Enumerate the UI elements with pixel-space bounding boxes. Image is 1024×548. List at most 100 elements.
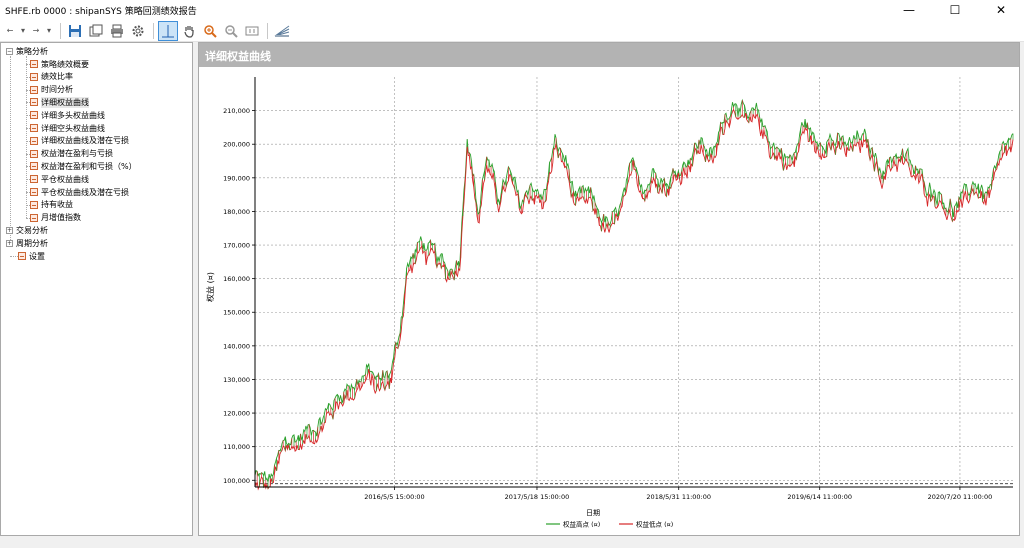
y-tick-label: 210,000 bbox=[223, 107, 250, 115]
tree-node-label: 设置 bbox=[29, 251, 45, 261]
equity-curve-chart[interactable]: 100,000 110,000 120,000 130,000 140,000 150,0… bbox=[199, 67, 1019, 535]
x-tick-label: 2016/5/5 15:00:00 bbox=[364, 493, 424, 501]
tree-node-period-analysis[interactable]: + 周期分析 bbox=[6, 237, 48, 249]
x-tick-label: 2018/5/31 11:00:00 bbox=[646, 493, 711, 501]
tree-item-label: 平仓权益曲线 bbox=[41, 174, 89, 184]
zoom-out-icon[interactable] bbox=[221, 21, 241, 41]
tree-item[interactable]: 策略绩效概要 bbox=[30, 58, 89, 70]
back-button[interactable]: ← bbox=[6, 26, 14, 35]
chart-axes: 100,000 110,000 120,000 130,000 140,000 150,0… bbox=[223, 77, 1013, 501]
y-tick-label: 150,000 bbox=[223, 309, 250, 317]
panel-header: 详细权益曲线 bbox=[199, 43, 1019, 67]
y-tick-label: 200,000 bbox=[223, 141, 250, 149]
report-page-icon bbox=[30, 213, 38, 222]
zoom-in-icon[interactable] bbox=[200, 21, 220, 41]
y-tick-label: 130,000 bbox=[223, 376, 250, 384]
toolbar-separator bbox=[267, 22, 268, 39]
collapse-icon[interactable]: − bbox=[6, 47, 13, 55]
tree-node-strategy-analysis[interactable]: − 策略分析 bbox=[6, 45, 48, 57]
tree-item[interactable]: 平仓权益曲线及潜在亏损 bbox=[30, 186, 129, 198]
tree-item-label: 平仓权益曲线及潜在亏损 bbox=[41, 187, 129, 197]
chart-grid bbox=[255, 77, 1013, 487]
tree-item[interactable]: 详细权益曲线 bbox=[30, 96, 89, 108]
y-tick-label: 160,000 bbox=[223, 275, 250, 283]
save-icon[interactable] bbox=[65, 21, 85, 41]
y-axis-label: 权益 (¤) bbox=[205, 272, 215, 302]
tree-item[interactable]: 持有收益 bbox=[30, 199, 73, 211]
tree-item[interactable]: 月增值指数 bbox=[30, 212, 81, 224]
copy-icon[interactable] bbox=[86, 21, 106, 41]
settings-page-icon bbox=[18, 252, 26, 260]
tree-item-label: 策略绩效概要 bbox=[41, 59, 89, 69]
report-page-icon bbox=[30, 98, 38, 107]
tree-item[interactable]: 权益潜在盈利与亏损 bbox=[30, 148, 113, 160]
expand-icon[interactable]: + bbox=[6, 226, 13, 234]
tree-item[interactable]: 详细权益曲线及潜在亏损 bbox=[30, 135, 129, 147]
tree-item-label: 权益潜在盈利和亏损（%） bbox=[41, 161, 137, 171]
forward-dropdown-icon[interactable]: ▾ bbox=[46, 26, 51, 35]
y-tick-label: 180,000 bbox=[223, 208, 250, 216]
y-tick-label: 110,000 bbox=[223, 443, 250, 451]
x-tick-label: 2019/6/14 11:00:00 bbox=[787, 493, 852, 501]
tree-item[interactable]: 绩效比率 bbox=[30, 71, 73, 83]
tree-item[interactable]: 时间分析 bbox=[30, 84, 73, 96]
report-page-icon bbox=[30, 136, 38, 145]
expand-icon[interactable]: + bbox=[6, 239, 13, 247]
chart-panel: 详细权益曲线 100,000 110,000 120,000 130,000 140,0… bbox=[198, 42, 1020, 536]
legend-label: 权益高点 (¤) bbox=[563, 520, 600, 529]
panel-title: 详细权益曲线 bbox=[205, 50, 271, 63]
tree-node-trade-analysis[interactable]: + 交易分析 bbox=[6, 224, 48, 236]
x-axis-label: 日期 bbox=[586, 509, 600, 517]
report-page-icon bbox=[30, 149, 38, 158]
fit-view-icon[interactable] bbox=[242, 21, 262, 41]
close-button[interactable]: ✕ bbox=[995, 3, 1007, 17]
tree-item[interactable]: 权益潜在盈利和亏损（%） bbox=[30, 160, 137, 172]
chart-series bbox=[254, 98, 1014, 491]
report-page-icon bbox=[30, 111, 38, 120]
y-tick-label: 170,000 bbox=[223, 242, 250, 250]
report-page-icon bbox=[30, 124, 38, 132]
crosshair-cursor-icon[interactable] bbox=[158, 20, 178, 41]
toolbar: ← ▾ → ▾ bbox=[0, 20, 1024, 42]
y-tick-label: 120,000 bbox=[223, 410, 250, 418]
toolbar-separator bbox=[60, 22, 61, 39]
y-tick-label: 140,000 bbox=[223, 342, 250, 350]
forward-button[interactable]: → bbox=[32, 26, 40, 35]
window-title: SHFE.rb 0000 : shipanSYS 策略回测绩效报告 bbox=[5, 6, 197, 17]
report-page-icon bbox=[30, 162, 38, 171]
report-page-icon bbox=[30, 200, 38, 209]
print-icon[interactable] bbox=[107, 21, 127, 41]
y-tick-label: 100,000 bbox=[223, 477, 250, 485]
tree-node-label: 交易分析 bbox=[16, 225, 48, 235]
tree-item[interactable]: 详细多头权益曲线 bbox=[30, 109, 105, 121]
legend-label: 权益低点 (¤) bbox=[636, 520, 673, 529]
tree-node-label: 周期分析 bbox=[16, 238, 48, 248]
tree-item-label: 持有收益 bbox=[41, 200, 73, 210]
tree-line bbox=[10, 56, 11, 244]
pan-hand-icon[interactable] bbox=[179, 21, 199, 41]
series-line-high bbox=[254, 98, 1014, 483]
chart-legend: 权益高点 (¤) 权益低点 (¤) bbox=[546, 520, 673, 529]
tree-line bbox=[26, 56, 27, 218]
toolbar-separator bbox=[153, 22, 154, 39]
tree-item[interactable]: 平仓权益曲线 bbox=[30, 173, 89, 185]
report-page-icon bbox=[30, 60, 38, 68]
navigation-tree: − 策略分析 策略绩效概要 绩效比率时间分析 详细权益曲线详细多头权益曲线 详细空头权… bbox=[0, 42, 193, 536]
maximize-button[interactable]: ☐ bbox=[949, 3, 961, 17]
settings-gear-icon[interactable] bbox=[128, 21, 148, 41]
tree-item[interactable]: 详细空头权益曲线 bbox=[30, 122, 105, 134]
tree-item-label: 详细多头权益曲线 bbox=[41, 110, 105, 120]
tree-node-settings[interactable]: 设置 bbox=[18, 250, 45, 262]
report-page-icon bbox=[30, 175, 38, 184]
tree-item-label: 月增值指数 bbox=[41, 213, 81, 223]
y-tick-label: 190,000 bbox=[223, 174, 250, 182]
tree-item-label: 详细空头权益曲线 bbox=[41, 123, 105, 133]
minimize-button[interactable]: — bbox=[903, 3, 915, 17]
tree-item-label: 绩效比率 bbox=[41, 72, 73, 82]
report-page-icon bbox=[30, 72, 38, 81]
title-bar: SHFE.rb 0000 : shipanSYS 策略回测绩效报告 — ☐ ✕ bbox=[0, 0, 1024, 20]
x-tick-label: 2020/7/20 11:00:00 bbox=[928, 493, 993, 501]
tree-item-label: 权益潜在盈利与亏损 bbox=[41, 149, 113, 159]
back-dropdown-icon[interactable]: ▾ bbox=[20, 26, 25, 35]
chart-style-icon[interactable] bbox=[272, 21, 292, 41]
